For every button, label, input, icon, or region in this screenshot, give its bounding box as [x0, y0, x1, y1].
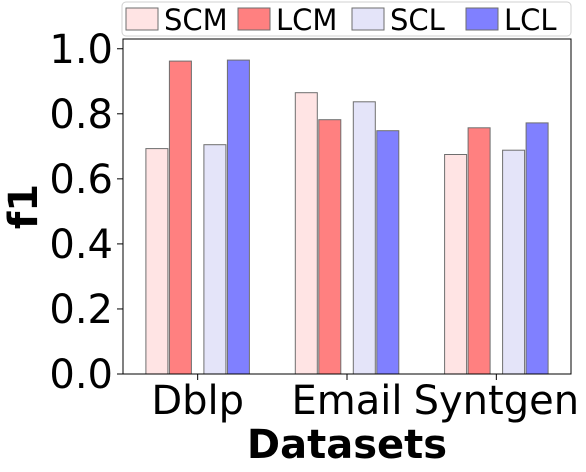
x-axis-title: Datasets	[247, 422, 447, 468]
legend-swatch-scm	[125, 7, 159, 31]
legend-swatch-scl	[351, 7, 385, 31]
bar-lcm-syntgen	[467, 127, 491, 375]
bar-scm-dblp	[145, 148, 169, 375]
bar-scl-dblp	[203, 144, 227, 375]
y-axis: 0.0 0.2 0.4 0.6 0.8 1.0	[49, 27, 123, 398]
legend-box	[121, 1, 572, 37]
bars	[145, 59, 549, 375]
y-tick-label: 1.0	[49, 27, 113, 73]
legend-label-lcm: LCM	[276, 3, 337, 37]
legend-label-scm: SCM	[164, 3, 228, 37]
bar-lcl-email	[376, 130, 400, 375]
legend-swatch-lcl	[465, 7, 499, 31]
bar-scl-email	[352, 101, 376, 375]
bar-lcm-dblp	[168, 60, 192, 375]
x-axis: Dblp Email Syntgen	[151, 374, 579, 424]
bar-lcl-syntgen	[525, 122, 549, 375]
y-tick-label: 0.4	[49, 222, 113, 268]
y-tick-label: 0.2	[49, 287, 113, 333]
y-tick-label: 0.8	[49, 92, 113, 138]
bar-lcm-email	[318, 119, 342, 375]
x-tick-label-syntgen: Syntgen	[414, 378, 579, 424]
y-tick-label: 0.6	[49, 157, 113, 203]
bar-lcl-dblp	[226, 59, 250, 375]
legend-label-lcl: LCL	[504, 3, 557, 37]
bar-scm-syntgen	[444, 154, 468, 375]
x-tick-label-dblp: Dblp	[151, 378, 244, 424]
y-axis-title: f1	[1, 184, 47, 229]
legend-swatch-lcm	[237, 7, 271, 31]
x-tick-label-email: Email	[292, 378, 403, 424]
bar-scm-email	[294, 92, 318, 375]
bar-scl-syntgen	[502, 149, 526, 375]
legend: SCM LCM SCL LCL	[121, 1, 572, 37]
legend-label-scl: SCL	[390, 3, 445, 37]
y-tick-label: 0.0	[49, 352, 113, 398]
